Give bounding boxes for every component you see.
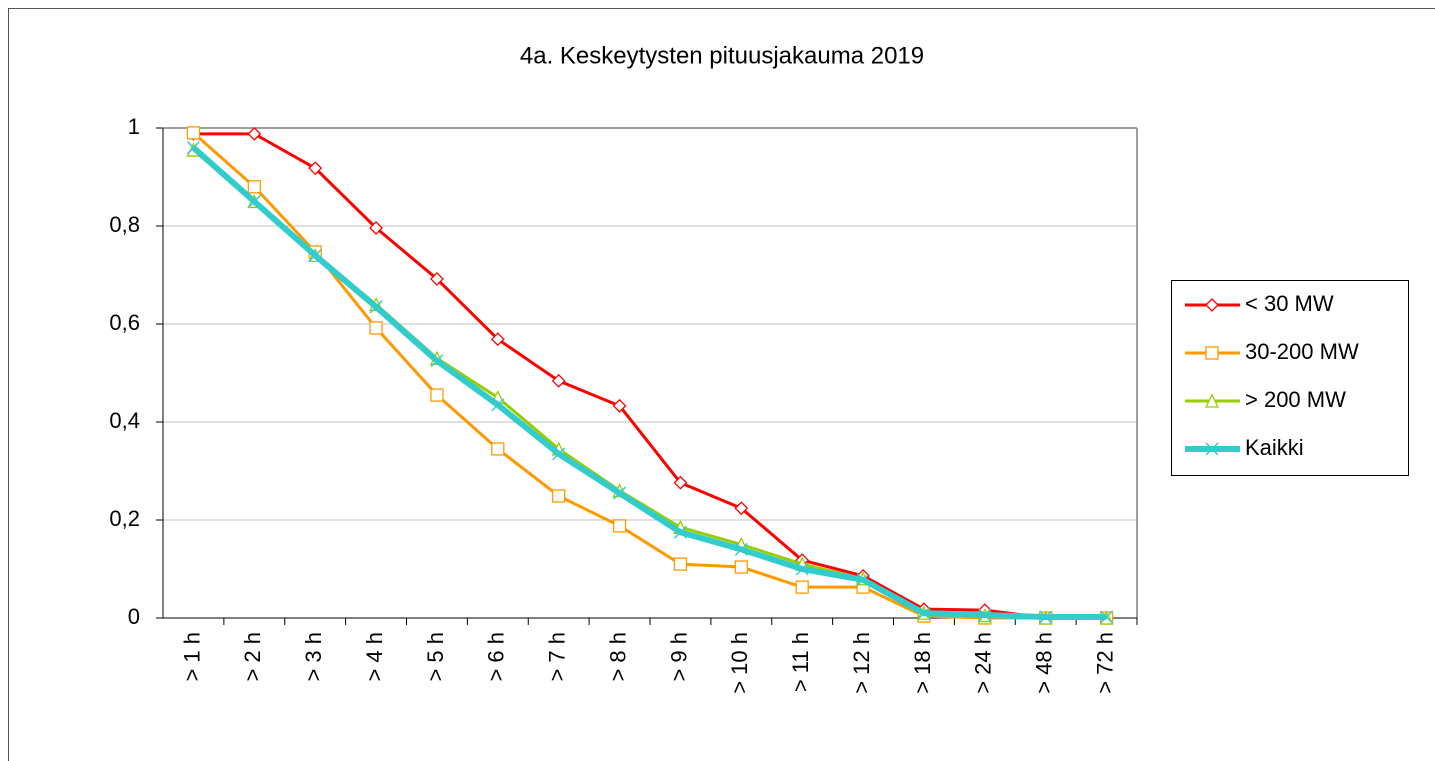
marker bbox=[369, 321, 383, 335]
marker bbox=[612, 398, 627, 413]
marker bbox=[1205, 346, 1219, 360]
marker bbox=[612, 519, 627, 533]
legend-label: 30-200 MW bbox=[1245, 339, 1359, 364]
y-tick-label: 0,4 bbox=[109, 408, 140, 433]
y-tick-label: 0 bbox=[128, 604, 140, 629]
marker bbox=[1100, 610, 1114, 624]
marker bbox=[551, 373, 566, 388]
marker bbox=[1039, 610, 1053, 624]
marker bbox=[734, 542, 748, 556]
legend-label: < 30 MW bbox=[1245, 291, 1334, 316]
marker bbox=[491, 442, 505, 456]
marker bbox=[552, 447, 566, 461]
x-tick-label: > 6 h bbox=[484, 632, 509, 682]
marker bbox=[673, 475, 688, 490]
x-tick-label: > 8 h bbox=[605, 632, 630, 682]
x-tick-label: > 11 h bbox=[788, 632, 813, 692]
marker bbox=[247, 180, 261, 194]
marker bbox=[673, 525, 687, 539]
marker bbox=[734, 501, 749, 516]
x-tick-label: > 4 h bbox=[362, 632, 387, 682]
legend: < 30 MW 30-200 MW > 200 MW Kaikki bbox=[1171, 280, 1409, 476]
chart-title: 4a. Keskeytysten pituusjakauma 2019 bbox=[520, 42, 924, 69]
marker bbox=[856, 573, 870, 587]
marker bbox=[369, 300, 383, 314]
marker bbox=[978, 608, 992, 622]
y-tick-label: 0,8 bbox=[109, 212, 140, 237]
marker bbox=[552, 489, 566, 503]
x-tick-label: > 18 h bbox=[910, 632, 935, 694]
marker bbox=[186, 126, 201, 140]
x-tick-label: > 1 h bbox=[179, 632, 204, 682]
x-tick-label: > 10 h bbox=[727, 632, 752, 694]
marker bbox=[1205, 442, 1219, 456]
marker bbox=[795, 580, 809, 594]
marker bbox=[734, 560, 748, 574]
marker bbox=[795, 562, 809, 576]
marker bbox=[430, 272, 444, 286]
marker bbox=[308, 161, 323, 176]
marker bbox=[308, 248, 322, 262]
marker bbox=[369, 221, 383, 235]
y-tick-label: 0,2 bbox=[109, 506, 140, 531]
marker bbox=[247, 126, 262, 141]
marker bbox=[1205, 298, 1219, 312]
x-tick-label: > 9 h bbox=[666, 632, 691, 682]
series-line bbox=[193, 132, 1107, 620]
y-tick-label: 1 bbox=[128, 114, 140, 139]
x-tick-label: > 7 h bbox=[545, 632, 570, 682]
marker bbox=[491, 398, 505, 412]
x-tick-label: > 5 h bbox=[423, 632, 448, 682]
x-tick-label: > 12 h bbox=[849, 632, 874, 694]
legend-label: Kaikki bbox=[1245, 435, 1304, 460]
marker bbox=[917, 606, 931, 620]
marker bbox=[430, 388, 444, 402]
x-tick-label: > 48 h bbox=[1032, 632, 1057, 694]
marker bbox=[673, 557, 688, 571]
y-tick-label: 0,6 bbox=[109, 310, 140, 335]
legend-label: > 200 MW bbox=[1245, 387, 1346, 412]
x-tick-label: > 72 h bbox=[1092, 632, 1117, 694]
legend-box bbox=[1171, 280, 1409, 476]
marker bbox=[430, 354, 444, 368]
x-tick-label: > 2 h bbox=[240, 632, 265, 682]
x-tick-label: > 24 h bbox=[971, 632, 996, 694]
marker bbox=[186, 141, 200, 155]
x-tick-label: > 3 h bbox=[301, 632, 326, 682]
series-line bbox=[191, 145, 1107, 621]
marker bbox=[1204, 393, 1220, 408]
marker bbox=[613, 486, 627, 500]
marker bbox=[247, 194, 261, 209]
marker bbox=[490, 332, 505, 347]
